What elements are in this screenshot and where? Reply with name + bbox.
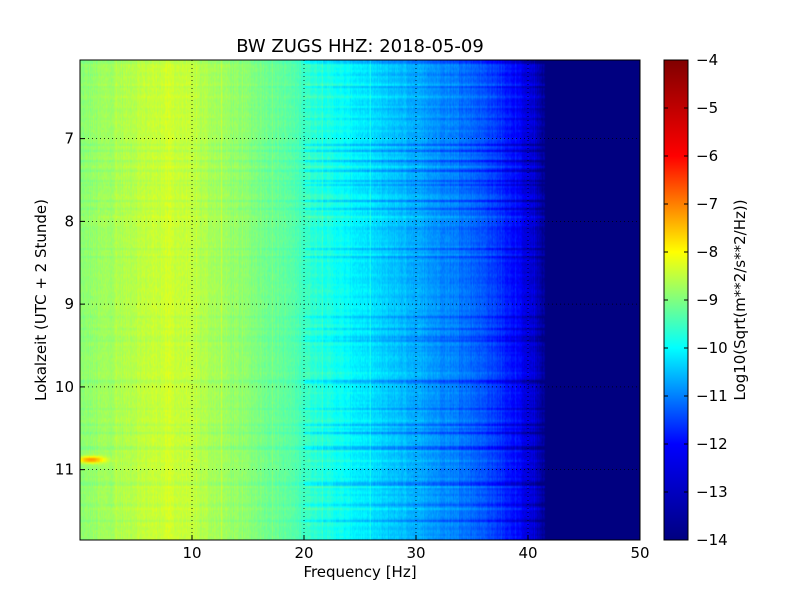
y-tick-label: 9: [64, 295, 74, 313]
chart-title: BW ZUGS HHZ: 2018-05-09: [236, 36, 484, 57]
colorbar-tick-label: −4: [696, 51, 718, 69]
plot-frame: [79, 59, 641, 541]
colorbar-tick-label: −10: [696, 339, 728, 357]
colorbar-tick-label: −8: [696, 243, 718, 261]
y-tick-label: 8: [64, 212, 74, 230]
x-axis-ticks: 10 20 30 40 50: [182, 535, 650, 562]
x-tick-label: 40: [518, 544, 537, 562]
y-tick-label: 7: [64, 130, 74, 148]
y-tick-label: 11: [55, 461, 74, 479]
colorbar-label: Log10(Sqrt(m**2/s**2/Hz)): [731, 199, 749, 400]
colorbar-tick-label: −5: [696, 99, 718, 117]
grid-lines: [80, 60, 640, 540]
colorbar-tick-label: −13: [696, 483, 728, 501]
colorbar-tick-label: −7: [696, 195, 718, 213]
x-tick-label: 20: [294, 544, 313, 562]
colorbar-tick-label: −14: [696, 531, 728, 549]
spectrogram-heatmap: [80, 60, 640, 540]
y-axis-ticks: 7 8 9 10 11: [55, 130, 85, 479]
x-tick-label: 50: [630, 544, 649, 562]
colorbar-tick-label: −9: [696, 291, 718, 309]
colorbar-tick-label: −11: [696, 387, 728, 405]
colorbar-tick-label: −6: [696, 147, 718, 165]
colorbar: −4 −5 −6 −7 −8 −9 −10 −11 −12 −13 −14 Log10(Sqrt(m…: [663, 51, 749, 549]
x-tick-label: 30: [406, 544, 425, 562]
y-axis-label: Lokalzeit (UTC + 2 Stunde): [32, 199, 50, 401]
spectrogram-plot: 10 20 30 40 50 7 8 9 10 11: [55, 59, 650, 562]
colorbar-tick-label: −12: [696, 435, 728, 453]
y-tick-label: 10: [55, 378, 74, 396]
colorbar-ticks: −4 −5 −6 −7 −8 −9 −10 −11 −12 −13 −14: [664, 51, 728, 549]
x-tick-label: 10: [182, 544, 201, 562]
x-axis-label: Frequency [Hz]: [303, 563, 416, 581]
